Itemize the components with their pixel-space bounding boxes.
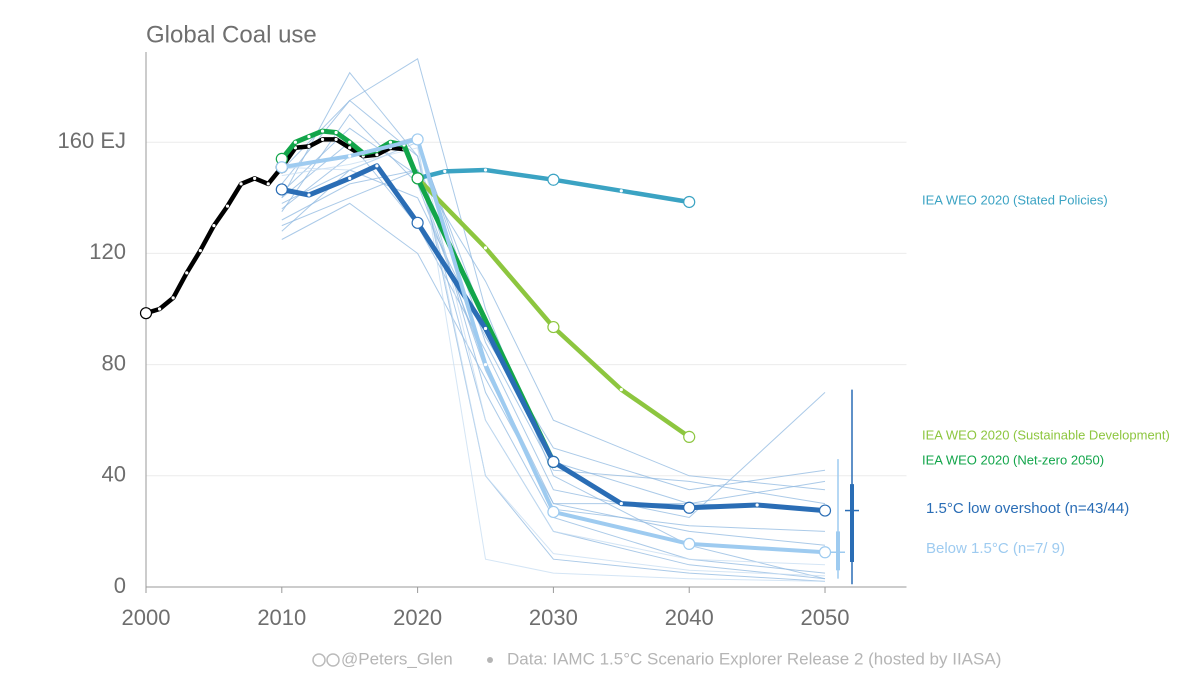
point-dot [348, 140, 352, 144]
y-tick-label: 80 [102, 350, 126, 375]
series-line [143, 137, 407, 316]
point-dot [334, 137, 338, 142]
scenario-line [281, 141, 826, 582]
x-tick-label: 2000 [122, 605, 171, 630]
point-marker [683, 501, 696, 514]
scenario-line [281, 58, 826, 580]
y-tick-label: 0 [114, 573, 126, 598]
series-label: Below 1.5°C (n=7/ 9) [926, 540, 1065, 557]
point-dot [375, 153, 379, 157]
point-marker [275, 161, 288, 174]
cc-icon [312, 653, 326, 667]
point-dot [334, 130, 338, 135]
scenario-line [281, 169, 826, 491]
point-marker [547, 455, 560, 468]
point-marker [818, 546, 832, 559]
series-label: IEA WEO 2020 (Net-zero 2050) [922, 452, 1104, 467]
point-marker [139, 307, 153, 320]
point-dot [212, 224, 216, 228]
point-dot [755, 503, 759, 507]
point-dot [483, 168, 488, 172]
footer-note: Data: IAMC 1.5°C Scenario Explorer Relea… [507, 649, 1001, 668]
point-dot [619, 388, 623, 392]
point-dot [157, 307, 162, 311]
x-tick-label: 2030 [529, 605, 578, 630]
point-marker [683, 537, 696, 551]
point-dot [293, 140, 297, 144]
point-marker [683, 430, 696, 443]
scenario-line [281, 138, 826, 566]
x-tick-label: 2050 [801, 605, 850, 630]
y-tick-label: 160 EJ [58, 128, 127, 153]
x-tick-label: 2020 [393, 605, 442, 630]
separator [487, 657, 493, 663]
point-dot [619, 502, 623, 506]
point-dot [198, 249, 202, 253]
series-line [415, 167, 692, 205]
y-tick-label: 120 [89, 239, 126, 264]
scenario-line [281, 127, 826, 532]
scenario-line [281, 147, 826, 577]
point-dot [443, 169, 447, 173]
series-line [279, 128, 556, 465]
point-dot [225, 204, 230, 208]
point-dot [185, 271, 189, 275]
series-label: IEA WEO 2020 (Stated Policies) [922, 192, 1108, 207]
scenario-line [281, 135, 826, 505]
point-marker [411, 216, 424, 229]
point-marker [683, 195, 696, 209]
point-marker [547, 320, 560, 334]
chart-title: Global Coal use [146, 21, 317, 48]
x-tick-label: 2010 [257, 605, 306, 630]
point-marker [547, 505, 560, 519]
x-tick-label: 2040 [665, 605, 714, 630]
point-marker [547, 173, 560, 186]
footer-source: @Peters_Glen [341, 649, 453, 668]
point-dot [239, 182, 243, 186]
point-marker [411, 172, 424, 185]
point-dot [307, 144, 311, 148]
point-dot [171, 296, 175, 300]
point-dot [619, 189, 623, 193]
point-dot [483, 363, 488, 367]
point-marker [818, 504, 832, 517]
footer: @Peters_Glen Data: IAMC 1.5°C Scenario E… [312, 649, 1001, 668]
point-dot [320, 129, 325, 133]
point-dot [348, 146, 352, 150]
point-dot [307, 135, 311, 139]
point-dot [307, 193, 311, 197]
point-dot [483, 326, 488, 331]
point-marker [275, 183, 288, 196]
point-dot [483, 246, 488, 250]
point-dot [320, 137, 325, 142]
point-dot [253, 176, 257, 180]
point-dot [348, 176, 352, 180]
point-dot [375, 164, 379, 168]
point-dot [266, 182, 270, 186]
y-tick-label: 40 [102, 462, 126, 487]
by-icon [326, 653, 340, 667]
series-label: 1.5°C low overshoot (n=43/44) [926, 500, 1129, 517]
point-dot [348, 154, 352, 158]
series-label: IEA WEO 2020 (Sustainable Development) [922, 427, 1170, 442]
point-marker [411, 133, 424, 146]
point-dot [388, 140, 393, 144]
